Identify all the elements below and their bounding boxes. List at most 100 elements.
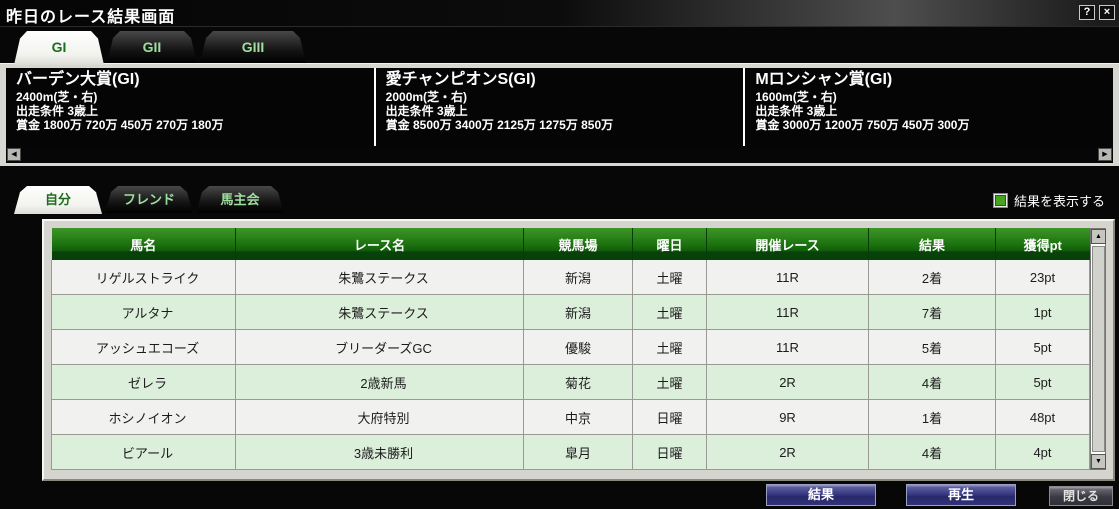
- cell-result: 4着: [868, 364, 996, 401]
- col-horse-name: 馬名: [51, 228, 236, 260]
- cell-race-name: 大府特別: [235, 399, 524, 436]
- replay-button-label: 再生: [947, 487, 974, 502]
- race-panels: バーデン大賞(GI) 2400m(芝・右) 出走条件 3歳上 賞金 1800万 …: [6, 68, 1114, 146]
- race-name: Mロンシャン賞(GI): [755, 71, 893, 88]
- scroll-right-button[interactable]: ▶: [1098, 148, 1112, 161]
- cell-points: 48pt: [995, 399, 1090, 436]
- scrollbar-thumb[interactable]: [1092, 246, 1105, 452]
- cell-points: 1pt: [995, 294, 1090, 331]
- left-arrow-icon: ◀: [11, 151, 17, 158]
- tab-self-label: 自分: [44, 192, 71, 207]
- replay-button[interactable]: 再生: [906, 484, 1016, 506]
- race-condition: 出走条件 3歳上: [16, 104, 99, 118]
- cell-day: 日曜: [632, 399, 707, 436]
- table-row[interactable]: ビアール 3歳未勝利 皐月 日曜 2R 4着 4pt: [51, 434, 1090, 470]
- tab-g1-label: GI: [51, 39, 67, 55]
- cell-race-number: 11R: [706, 294, 869, 331]
- cell-horse-name: アルタナ: [51, 294, 236, 331]
- cell-points: 23pt: [995, 260, 1090, 296]
- table-row[interactable]: アッシュエコーズ ブリーダーズGC 優駿 土曜 11R 5着 5pt: [51, 329, 1090, 366]
- table-row[interactable]: リゲルストライク 朱鷺ステークス 新潟 土曜 11R 2着 23pt: [51, 260, 1090, 296]
- result-button-label: 結果: [807, 487, 834, 502]
- race-panel-1: バーデン大賞(GI) 2400m(芝・右) 出走条件 3歳上 賞金 1800万 …: [6, 68, 374, 146]
- race-distance: 2000m(芝・右): [385, 90, 468, 104]
- tab-g2[interactable]: GII: [107, 31, 197, 63]
- show-results-checkbox[interactable]: [992, 193, 1008, 208]
- cell-points: 4pt: [995, 434, 1090, 470]
- race-name: 愛チャンピオンS(GI): [385, 71, 536, 88]
- cell-racecourse: 新潟: [523, 260, 633, 296]
- cell-result: 5着: [868, 329, 996, 366]
- col-points: 獲得pt: [995, 228, 1090, 260]
- cell-day: 土曜: [632, 329, 707, 366]
- cell-result: 4着: [868, 434, 996, 470]
- close-dialog-button-label: 閉じる: [1062, 489, 1099, 503]
- race-prize: 賞金 8500万 3400万 2125万 1275万 850万: [385, 118, 614, 132]
- cell-race-number: 11R: [706, 329, 869, 366]
- col-day: 曜日: [632, 228, 707, 260]
- grade-tab-bar: GI GII GIII: [14, 31, 306, 65]
- race-distance: 2400m(芝・右): [16, 90, 98, 104]
- tab-owners-club-label: 馬主会: [220, 192, 260, 207]
- race-panel-2: 愛チャンピオンS(GI) 2000m(芝・右) 出走条件 3歳上 賞金 8500…: [373, 68, 744, 146]
- tab-g3-label: GIII: [241, 39, 265, 55]
- scroll-down-button[interactable]: ▼: [1091, 454, 1106, 469]
- cell-race-number: 9R: [706, 399, 869, 436]
- results-table: 馬名 レース名 競馬場 曜日 開催レース 結果 獲得pt リゲルストライク 朱鷺…: [51, 228, 1090, 470]
- show-results-label: 結果を表示する: [1013, 194, 1105, 209]
- tab-g2-label: GII: [142, 39, 162, 55]
- close-icon: ×: [1103, 6, 1111, 18]
- cell-horse-name: ホシノイオン: [51, 399, 236, 436]
- cell-result: 1着: [868, 399, 996, 436]
- cell-points: 5pt: [995, 364, 1090, 401]
- horizontal-scrollbar[interactable]: ◀ ▶: [6, 146, 1113, 163]
- cell-race-name: 朱鷺ステークス: [235, 294, 524, 331]
- result-button[interactable]: 結果: [766, 484, 876, 506]
- help-button[interactable]: ?: [1079, 5, 1095, 20]
- results-table-frame: 馬名 レース名 競馬場 曜日 開催レース 結果 獲得pt リゲルストライク 朱鷺…: [42, 219, 1115, 481]
- cell-race-number: 2R: [706, 364, 869, 401]
- cell-race-name: 3歳未勝利: [235, 434, 524, 470]
- cell-points: 5pt: [995, 329, 1090, 366]
- right-arrow-icon: ▶: [1102, 151, 1108, 158]
- close-dialog-button[interactable]: 閉じる: [1049, 486, 1113, 506]
- cell-race-number: 11R: [706, 260, 869, 296]
- cell-result: 7着: [868, 294, 996, 331]
- help-icon: ?: [1083, 6, 1091, 18]
- cell-horse-name: リゲルストライク: [51, 260, 236, 296]
- close-button[interactable]: ×: [1099, 5, 1115, 20]
- cell-race-name: 2歳新馬: [235, 364, 524, 401]
- down-arrow-icon: ▼: [1095, 458, 1102, 465]
- checkbox-checked-icon: [994, 195, 1006, 206]
- tab-g1[interactable]: GI: [14, 31, 104, 65]
- table-row[interactable]: アルタナ 朱鷺ステークス 新潟 土曜 11R 7着 1pt: [51, 294, 1090, 331]
- cell-race-name: ブリーダーズGC: [235, 329, 524, 366]
- cell-day: 土曜: [632, 294, 707, 331]
- cell-day: 日曜: [632, 434, 707, 470]
- col-race-name: レース名: [235, 228, 524, 260]
- col-race-number: 開催レース: [706, 228, 869, 260]
- tab-g3[interactable]: GIII: [200, 31, 306, 63]
- race-prize: 賞金 1800万 720万 450万 270万 180万: [16, 118, 224, 132]
- tab-owners-club[interactable]: 馬主会: [196, 186, 284, 213]
- cell-horse-name: ゼレラ: [51, 364, 236, 401]
- cell-racecourse: 新潟: [523, 294, 633, 331]
- race-condition: 出走条件 3歳上: [755, 104, 838, 118]
- vertical-scrollbar[interactable]: ▲ ▼: [1090, 228, 1106, 470]
- table-row[interactable]: ホシノイオン 大府特別 中京 日曜 9R 1着 48pt: [51, 399, 1090, 436]
- cell-day: 土曜: [632, 364, 707, 401]
- col-racecourse: 競馬場: [523, 228, 633, 260]
- scroll-up-button[interactable]: ▲: [1091, 229, 1106, 244]
- tab-self[interactable]: 自分: [14, 186, 102, 214]
- scroll-left-button[interactable]: ◀: [7, 148, 21, 161]
- show-results-option: 結果を表示する: [992, 191, 1105, 210]
- table-row[interactable]: ゼレラ 2歳新馬 菊花 土曜 2R 4着 5pt: [51, 364, 1090, 401]
- cell-horse-name: アッシュエコーズ: [51, 329, 236, 366]
- cell-racecourse: 菊花: [523, 364, 633, 401]
- tab-friend[interactable]: フレンド: [105, 186, 193, 213]
- race-condition: 出走条件 3歳上: [385, 104, 468, 118]
- tab-friend-label: フレンド: [122, 192, 175, 207]
- cell-racecourse: 優駿: [523, 329, 633, 366]
- cell-result: 2着: [868, 260, 996, 296]
